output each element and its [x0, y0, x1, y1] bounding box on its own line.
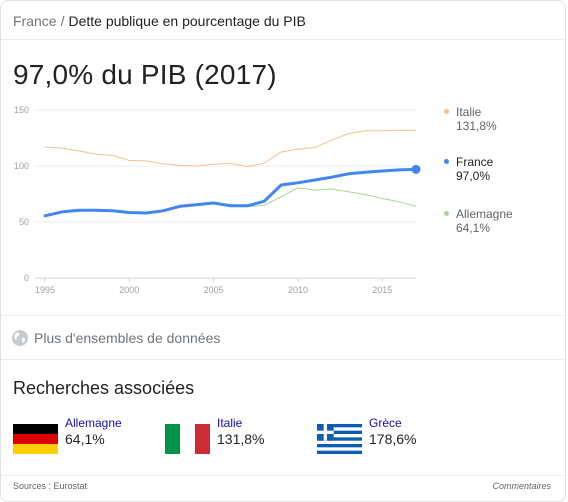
- related-value: 131,8%: [217, 431, 265, 447]
- breadcrumb-parent[interactable]: France: [13, 13, 57, 29]
- legend-dot-france: [444, 159, 449, 164]
- legend-value-allemagne: 64,1%: [456, 221, 491, 235]
- divider: [1, 359, 565, 360]
- headline-value: 97,0% du PIB (2017): [13, 59, 277, 90]
- sources-label: Sources : Eurostat: [13, 481, 88, 491]
- legend-name-france: France: [456, 155, 494, 169]
- legend-dot-allemagne: [444, 211, 449, 216]
- series-point-france[interactable]: [411, 164, 421, 174]
- more-datasets-link[interactable]: Plus d'ensembles de données: [11, 329, 220, 347]
- breadcrumb: France / Dette publique en pourcentage du …: [13, 13, 306, 29]
- related-name: Allemagne: [65, 416, 122, 430]
- legend-value-france: 97,0%: [456, 169, 491, 183]
- debt-line-chart[interactable]: 0 50 100 150 1995 2000 2005 2010 2015: [1, 101, 431, 301]
- breadcrumb-current: Dette publique en pourcentage du PIB: [68, 13, 306, 29]
- legend-name-italie: Italie: [456, 105, 482, 119]
- related-item-allemagne[interactable]: Allemagne 64,1%: [13, 416, 143, 456]
- related-name: Grèce: [369, 416, 402, 430]
- x-tick-label: 1995: [35, 285, 55, 295]
- x-tick-label: 2015: [372, 285, 392, 295]
- legend-dot-italie: [444, 109, 449, 114]
- x-tick-label: 2000: [119, 285, 139, 295]
- chart-series: [43, 129, 421, 218]
- feedback-link[interactable]: Commentaires: [492, 481, 551, 491]
- divider: [1, 315, 565, 316]
- series-line-italie[interactable]: [44, 129, 417, 168]
- legend-name-allemagne: Allemagne: [456, 207, 513, 221]
- italy-flag-icon: [165, 424, 210, 454]
- x-tick-label: 2005: [204, 285, 224, 295]
- breadcrumb-separator: /: [60, 13, 65, 29]
- y-tick-label: 150: [14, 105, 29, 115]
- related-searches-title: Recherches associées: [13, 378, 195, 398]
- greece-flag-icon: [317, 424, 362, 454]
- related-value: 64,1%: [65, 431, 105, 447]
- divider: [1, 39, 565, 40]
- germany-flag-icon: [13, 424, 58, 454]
- globe-icon: [12, 330, 28, 346]
- chart-tick-labels: 0 50 100 150 1995 2000 2005 2010 2015: [14, 105, 392, 295]
- y-tick-label: 0: [24, 273, 29, 283]
- x-tick-label: 2010: [288, 285, 308, 295]
- related-item-italie[interactable]: Italie 131,8%: [165, 416, 295, 456]
- series-line-france[interactable]: [43, 167, 418, 218]
- legend-value-italie: 131,8%: [456, 119, 497, 133]
- y-tick-label: 100: [14, 161, 29, 171]
- chart-gridlines: [35, 109, 416, 282]
- related-value: 178,6%: [369, 431, 417, 447]
- more-datasets-label: Plus d'ensembles de données: [34, 330, 221, 346]
- y-tick-label: 50: [19, 217, 29, 227]
- related-name: Italie: [217, 416, 243, 430]
- related-item-grece[interactable]: Grèce 178,6%: [317, 416, 447, 456]
- divider: [1, 475, 565, 476]
